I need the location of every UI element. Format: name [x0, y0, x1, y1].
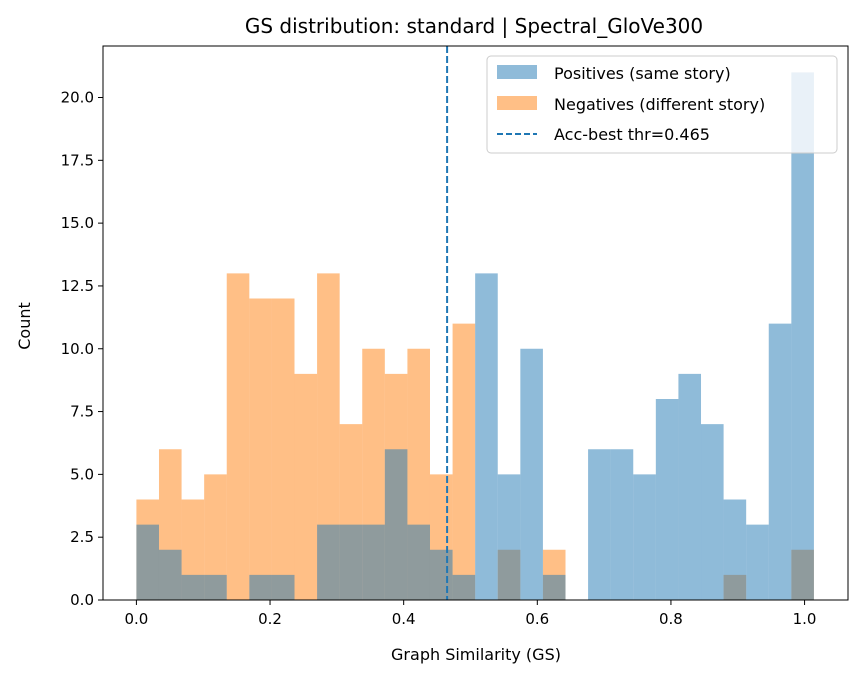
positives-bar: [429, 549, 453, 600]
positives-bar: [452, 574, 476, 600]
positives-bar: [407, 524, 430, 600]
negatives-bar: [249, 298, 272, 600]
legend: Positives (same story) Negatives (differ…: [486, 55, 838, 154]
x-tick-label: 0.4: [392, 610, 416, 628]
y-tick-label: 0.0: [70, 591, 94, 609]
negatives-bar: [294, 373, 318, 600]
positives-bar: [610, 449, 634, 600]
positives-bar: [655, 399, 679, 600]
positives-bar: [339, 524, 363, 600]
legend-swatch-negatives: [497, 96, 537, 110]
positives-bar: [588, 449, 611, 600]
x-tick-label: 1.0: [793, 610, 817, 628]
positives-bar: [791, 72, 814, 600]
positives-bar: [723, 499, 747, 600]
y-axis-ticks: 0.0 2.5 5.0 7.5 10.0 12.5 15.0 17.5 20.0: [61, 89, 103, 609]
legend-label-threshold: Acc-best thr=0.465: [554, 125, 710, 144]
negatives-bar: [226, 273, 250, 600]
legend-label-positives: Positives (same story): [554, 64, 731, 83]
y-tick-label: 5.0: [70, 465, 94, 483]
axes-frame: [102, 45, 849, 601]
positives-bar: [249, 574, 272, 600]
y-tick-label: 20.0: [61, 89, 94, 107]
y-tick-label: 2.5: [70, 528, 94, 546]
positives-bar: [158, 549, 182, 600]
chart-title: GS distribution: standard | Spectral_Glo…: [245, 14, 703, 38]
y-tick-label: 15.0: [61, 214, 94, 232]
negatives-bar: [317, 273, 340, 600]
x-tick-label: 0.0: [124, 610, 148, 628]
positives-bar: [384, 449, 408, 600]
legend-swatch-positives: [497, 65, 537, 79]
y-tick-label: 7.5: [70, 403, 94, 421]
positives-bar: [633, 474, 656, 600]
positives-bar: [204, 574, 227, 600]
positives-bar: [317, 524, 340, 600]
x-tick-label: 0.6: [525, 610, 549, 628]
x-tick-label: 0.2: [258, 610, 282, 628]
plot-area: [102, 45, 849, 601]
negatives-bar: [452, 323, 476, 600]
y-tick-label: 17.5: [61, 151, 94, 169]
positives-bar: [768, 323, 792, 600]
positives-bar: [181, 574, 205, 600]
y-tick-label: 12.5: [61, 277, 94, 295]
legend-label-negatives: Negatives (different story): [554, 95, 765, 114]
x-axis-label: Graph Similarity (GS): [391, 645, 561, 664]
y-tick-label: 10.0: [61, 340, 94, 358]
positives-bar: [136, 524, 159, 600]
positives-bar: [746, 524, 769, 600]
positives-bar: [542, 574, 566, 600]
x-axis-ticks: 0.0 0.2 0.4 0.6 0.8 1.0: [124, 600, 816, 628]
positives-bar: [678, 373, 702, 600]
positives-bar: [271, 574, 295, 600]
negatives-bar: [204, 474, 227, 600]
positives-bar: [497, 474, 521, 600]
positives-bar: [701, 424, 724, 600]
negatives-bar: [271, 298, 295, 600]
legend-box: [486, 55, 838, 154]
positives-bars: [136, 72, 814, 600]
positives-bar: [362, 524, 385, 600]
x-tick-label: 0.8: [659, 610, 683, 628]
positives-bar: [475, 273, 498, 600]
positives-bar: [520, 348, 543, 600]
y-axis-label: Count: [15, 302, 34, 350]
